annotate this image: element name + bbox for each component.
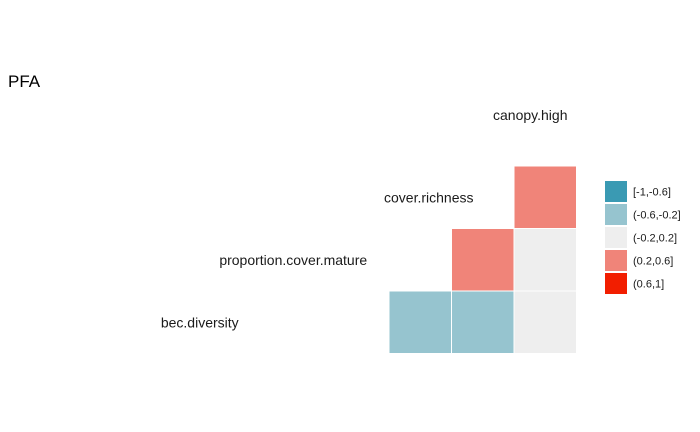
legend-key bbox=[605, 250, 627, 271]
variable-labels: canopy.high cover.richness proportion.cove… bbox=[161, 107, 568, 331]
variable-label-canopy-high: canopy.high bbox=[493, 107, 567, 123]
legend-key bbox=[605, 227, 627, 248]
chart-title: PFA bbox=[8, 72, 41, 91]
heatmap-cell-bec.diversity-canopy.high bbox=[513, 290, 577, 354]
variable-label-proportion-cover-mature: proportion.cover.mature bbox=[219, 252, 367, 268]
legend-key bbox=[605, 181, 627, 202]
heatmap-cells bbox=[388, 165, 577, 354]
legend-label: (-0.6,-0.2] bbox=[633, 210, 681, 222]
heatmap-cell-proportion.cover.mature-cover.richness bbox=[451, 228, 515, 292]
legend-label: (0.6,1] bbox=[633, 279, 664, 291]
legend-label: (0.2,0.6] bbox=[633, 256, 673, 268]
variable-label-bec-diversity: bec.diversity bbox=[161, 314, 239, 330]
heatmap-cell-cover.richness-canopy.high bbox=[513, 165, 577, 229]
heatmap-cell-proportion.cover.mature-canopy.high bbox=[513, 228, 577, 292]
heatmap-cell-bec.diversity-cover.richness bbox=[451, 290, 515, 354]
legend-label: (-0.2,0.2] bbox=[633, 233, 677, 245]
variable-label-cover-richness: cover.richness bbox=[384, 189, 473, 205]
legend-key bbox=[605, 273, 627, 294]
legend-key bbox=[605, 204, 627, 225]
heatmap-cell-bec.diversity-proportion.cover.mature bbox=[388, 290, 452, 354]
legend: [-1,-0.6] (-0.6,-0.2] (-0.2,0.2] (0.2,0.6] (… bbox=[605, 181, 681, 294]
legend-label: [-1,-0.6] bbox=[633, 187, 671, 199]
